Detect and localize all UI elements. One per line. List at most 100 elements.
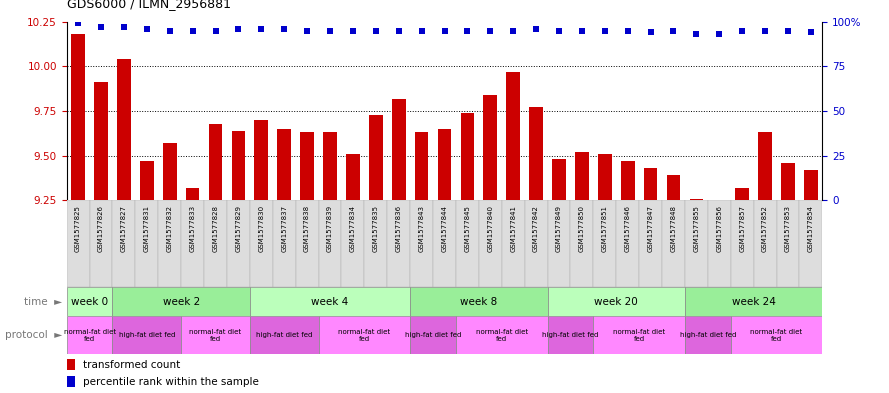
Text: GSM1577839: GSM1577839 bbox=[327, 205, 333, 252]
Point bbox=[506, 28, 520, 34]
Bar bbox=[250, 200, 273, 287]
Text: GSM1577833: GSM1577833 bbox=[189, 205, 196, 252]
Text: normal-fat diet
fed: normal-fat diet fed bbox=[476, 329, 528, 342]
Text: high-fat diet fed: high-fat diet fed bbox=[542, 332, 598, 338]
Text: week 8: week 8 bbox=[461, 297, 498, 307]
Bar bbox=[507, 72, 520, 200]
Text: week 20: week 20 bbox=[595, 297, 638, 307]
Bar bbox=[548, 200, 571, 287]
Bar bbox=[254, 120, 268, 200]
Bar bbox=[781, 163, 795, 200]
Bar bbox=[388, 200, 410, 287]
Bar bbox=[548, 287, 685, 316]
Point bbox=[140, 26, 154, 32]
Bar bbox=[67, 200, 90, 287]
Bar bbox=[639, 200, 662, 287]
Text: normal-fat diet
fed: normal-fat diet fed bbox=[339, 329, 390, 342]
Point bbox=[597, 28, 612, 34]
Bar bbox=[117, 59, 131, 200]
Bar bbox=[758, 132, 772, 200]
Bar bbox=[598, 154, 612, 200]
Bar bbox=[158, 200, 181, 287]
Bar bbox=[731, 200, 754, 287]
Bar bbox=[277, 129, 291, 200]
Point bbox=[163, 28, 177, 34]
Bar bbox=[227, 200, 250, 287]
Text: GSM1577851: GSM1577851 bbox=[602, 205, 608, 252]
Bar bbox=[392, 99, 405, 200]
Bar bbox=[708, 200, 731, 287]
Bar bbox=[804, 170, 818, 200]
Bar bbox=[410, 316, 456, 354]
Bar bbox=[456, 316, 548, 354]
Bar bbox=[754, 200, 776, 287]
Point bbox=[277, 26, 292, 32]
Point bbox=[346, 28, 360, 34]
Text: percentile rank within the sample: percentile rank within the sample bbox=[83, 377, 259, 387]
Bar bbox=[181, 200, 204, 287]
Text: GSM1577825: GSM1577825 bbox=[76, 205, 81, 252]
Point bbox=[644, 29, 658, 35]
Point bbox=[712, 31, 726, 37]
Point bbox=[208, 28, 222, 34]
Text: GSM1577844: GSM1577844 bbox=[442, 205, 447, 252]
Bar bbox=[94, 83, 108, 200]
Point bbox=[254, 26, 268, 32]
Bar bbox=[318, 316, 410, 354]
Bar bbox=[67, 316, 113, 354]
Bar bbox=[575, 152, 589, 200]
Point bbox=[186, 28, 200, 34]
Point bbox=[300, 28, 314, 34]
Bar bbox=[323, 132, 337, 200]
Bar bbox=[186, 188, 199, 200]
Bar bbox=[67, 287, 113, 316]
Bar bbox=[501, 200, 525, 287]
Bar bbox=[415, 132, 428, 200]
Bar bbox=[273, 200, 296, 287]
Text: GSM1577834: GSM1577834 bbox=[350, 205, 356, 252]
Bar bbox=[341, 200, 364, 287]
Bar bbox=[67, 376, 75, 387]
Point bbox=[804, 29, 818, 35]
Text: normal-fat diet
fed: normal-fat diet fed bbox=[189, 329, 242, 342]
Bar bbox=[616, 200, 639, 287]
Text: GSM1577847: GSM1577847 bbox=[647, 205, 653, 252]
Point bbox=[552, 28, 566, 34]
Bar bbox=[71, 34, 85, 200]
Bar bbox=[571, 200, 593, 287]
Text: GSM1577849: GSM1577849 bbox=[556, 205, 562, 252]
Bar bbox=[296, 200, 318, 287]
Bar bbox=[113, 200, 135, 287]
Text: protocol  ►: protocol ► bbox=[5, 330, 62, 340]
Bar bbox=[593, 200, 616, 287]
Text: GSM1577835: GSM1577835 bbox=[372, 205, 379, 252]
Text: GSM1577845: GSM1577845 bbox=[464, 205, 470, 252]
Point bbox=[621, 28, 635, 34]
Point bbox=[461, 28, 475, 34]
Bar bbox=[552, 159, 566, 200]
Point bbox=[94, 24, 108, 30]
Bar bbox=[410, 200, 433, 287]
Point bbox=[529, 26, 543, 32]
Text: week 24: week 24 bbox=[732, 297, 775, 307]
Bar bbox=[644, 168, 658, 200]
Text: week 2: week 2 bbox=[163, 297, 200, 307]
Point bbox=[689, 31, 703, 37]
Bar bbox=[690, 198, 703, 200]
Text: GSM1577831: GSM1577831 bbox=[144, 205, 150, 252]
Point bbox=[414, 28, 428, 34]
Bar bbox=[346, 154, 360, 200]
Text: GSM1577848: GSM1577848 bbox=[670, 205, 677, 252]
Bar bbox=[300, 132, 314, 200]
Bar bbox=[621, 161, 635, 200]
Text: GSM1577832: GSM1577832 bbox=[167, 205, 172, 252]
Text: transformed count: transformed count bbox=[83, 360, 180, 370]
Text: GSM1577840: GSM1577840 bbox=[487, 205, 493, 252]
Bar bbox=[113, 287, 250, 316]
Point bbox=[758, 28, 773, 34]
Bar bbox=[204, 200, 227, 287]
Bar bbox=[685, 200, 708, 287]
Text: GSM1577856: GSM1577856 bbox=[717, 205, 722, 252]
Point bbox=[369, 28, 383, 34]
Point bbox=[575, 28, 589, 34]
